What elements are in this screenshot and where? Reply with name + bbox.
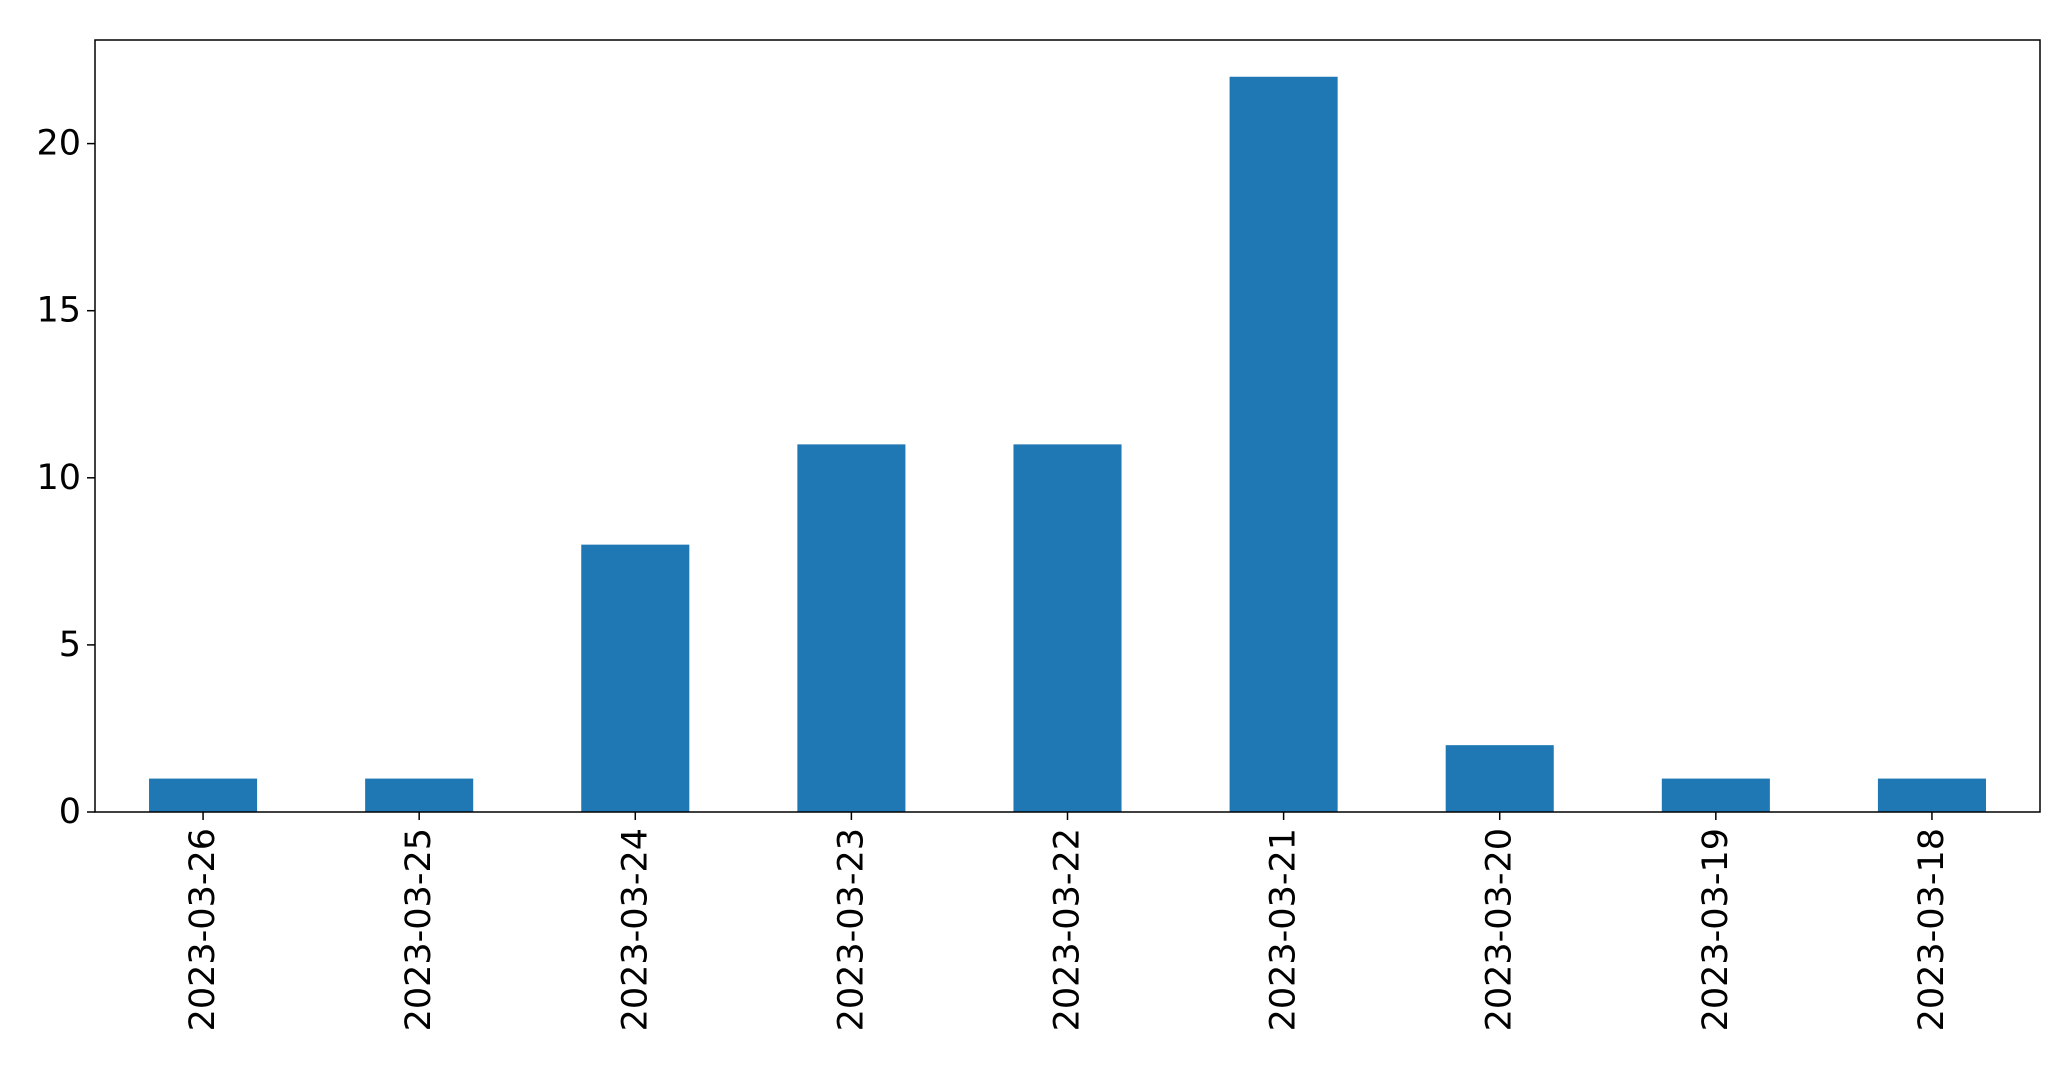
y-tick-label: 20 [36, 124, 81, 164]
bar-2023-03-20 [1445, 745, 1554, 812]
bar-2023-03-22 [1013, 444, 1122, 812]
x-tick-label: 2023-03-18 [1912, 828, 1952, 1031]
bar-2023-03-23 [797, 444, 906, 812]
x-tick-label: 2023-03-20 [1480, 828, 1520, 1031]
x-tick-label: 2023-03-23 [831, 828, 871, 1031]
x-tick-label: 2023-03-19 [1696, 828, 1736, 1031]
x-tick-label: 2023-03-21 [1264, 828, 1304, 1031]
y-tick-label: 15 [36, 291, 81, 331]
y-tick-label: 10 [36, 458, 81, 498]
y-axis: 0 5 10 15 20 [36, 124, 95, 832]
bar-2023-03-21 [1229, 76, 1338, 812]
bars-layer [149, 76, 1986, 812]
y-tick-label: 5 [59, 625, 81, 665]
x-tick-label: 2023-03-22 [1048, 828, 1088, 1031]
x-tick-label: 2023-03-26 [183, 828, 223, 1031]
y-tick-label: 0 [59, 792, 81, 832]
bar-2023-03-26 [149, 778, 258, 812]
x-axis: 2023-03-26 2023-03-25 2023-03-24 2023-03-23… [183, 812, 1952, 1031]
bar-2023-03-18 [1877, 778, 1986, 812]
bar-2023-03-25 [365, 778, 474, 812]
x-tick-label: 2023-03-25 [399, 828, 439, 1031]
bar-2023-03-24 [581, 544, 690, 812]
bar-2023-03-19 [1661, 778, 1770, 812]
x-tick-label: 2023-03-24 [615, 828, 655, 1031]
